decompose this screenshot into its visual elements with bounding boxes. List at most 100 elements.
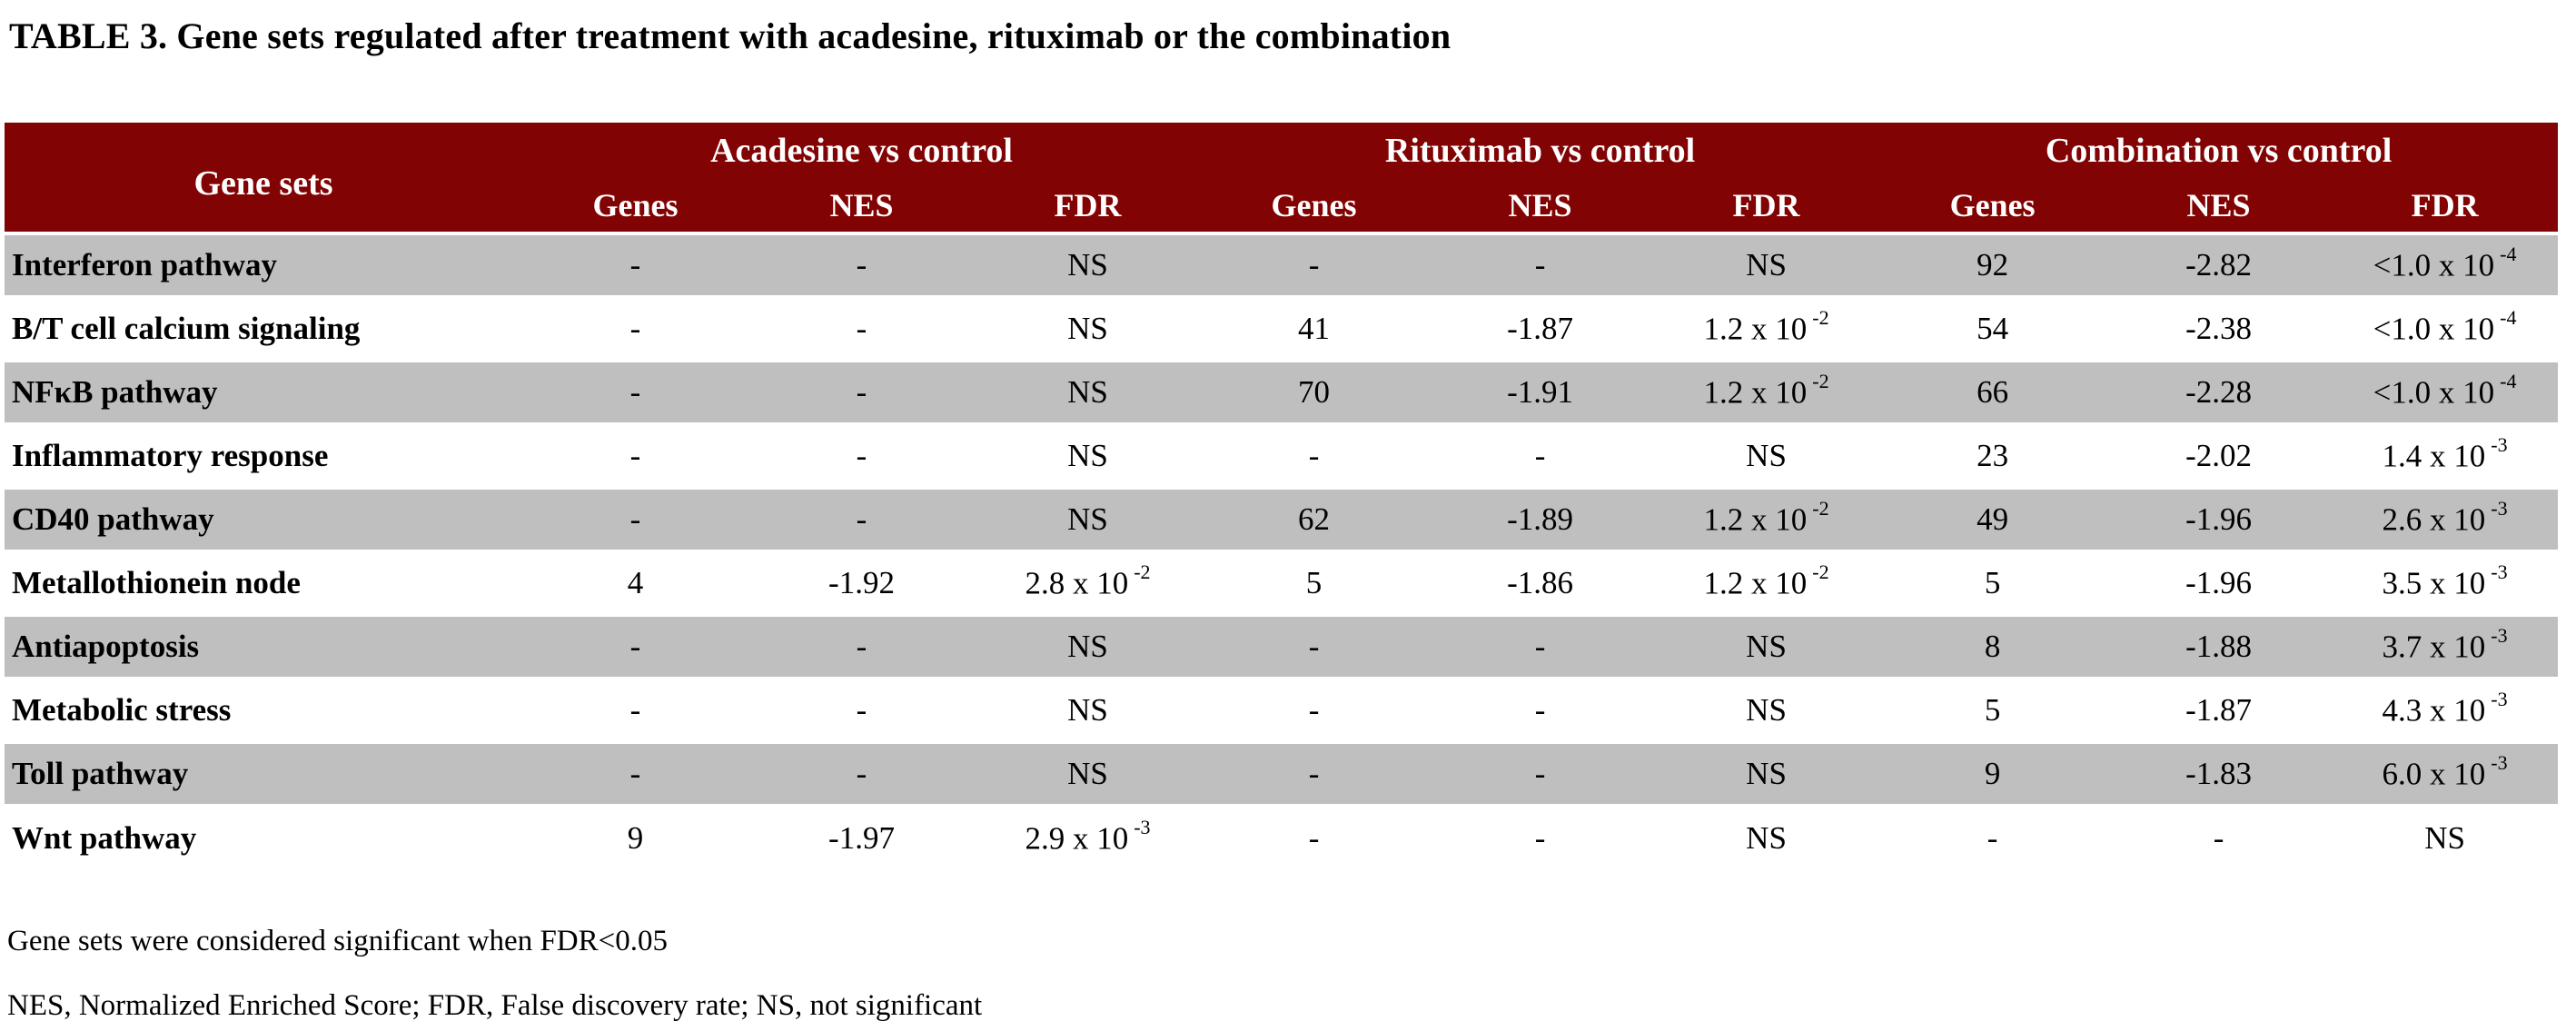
table-title: TABLE 3. Gene sets regulated after treat… [9,15,1451,56]
gene-set-name: Antiapoptosis [12,629,200,664]
fdr-exponent: -2 [1812,370,1829,393]
column-header-nes-group2: NES [1427,179,1654,233]
column-group-combination: Combination vs control [1879,123,2559,179]
combination-fdr-value: 3.5 x 10 -3 [2332,551,2558,615]
fdr-base: 3.7 x 10 [2382,629,2486,665]
rituximab-fdr-value: 1.2 x 10 -2 [1653,361,1879,424]
rituximab-fdr-value: NS [1746,247,1787,283]
rituximab-genes-value: - [1308,820,1320,856]
acadesine-nes-value: - [856,501,867,537]
table-row: B/T cell calcium signaling - - NS 41 -1.87 1.2… [5,297,2559,361]
acadesine-genes-value: 4 [627,565,644,600]
rituximab-genes-value: 41 [1298,311,1331,346]
acadesine-genes-value: - [629,756,641,791]
fdr-exponent: -4 [2500,370,2517,393]
fdr-base: 4.3 x 10 [2382,692,2486,729]
fdr-exponent: -3 [1134,816,1151,839]
table-row: Wnt pathway 9 -1.97 2.9 x 10 -3 - - NS - - NS [5,806,2559,869]
combination-genes-value: 66 [1977,374,2009,410]
fdr-exponent: -2 [1812,560,1829,584]
combination-fdr-value: 6.0 x 10 -3 [2332,742,2558,806]
rituximab-fdr-value: NS [1746,438,1787,473]
combination-fdr-value: <1.0 x 10 -4 [2332,361,2558,424]
combination-nes-value: - [2213,820,2224,856]
table-row: Antiapoptosis - - NS - - NS 8 -1.88 3.7 x 10 -3 [5,615,2559,679]
rituximab-nes-value: - [1534,756,1546,791]
acadesine-fdr-value: NS [1067,374,1108,410]
fdr-exponent: -2 [1812,497,1829,520]
combination-nes-value: -1.83 [2185,756,2253,791]
acadesine-nes-value: - [856,374,867,410]
table-row: Metallothionein node 4 -1.92 2.8 x 10 -2 5 -1.… [5,551,2559,615]
column-header-gene-sets: Gene sets [5,123,522,233]
acadesine-genes-value: - [629,247,641,283]
rituximab-nes-value: - [1534,247,1546,283]
gene-set-name: CD40 pathway [12,501,214,537]
acadesine-fdr-value: NS [1067,311,1108,346]
column-header-nes-group1: NES [748,179,975,233]
acadesine-genes-value: - [629,438,641,473]
rituximab-genes-value: - [1308,692,1320,728]
combination-genes-value: 5 [1984,565,2001,600]
fdr-base: <1.0 x 10 [2373,247,2495,283]
fdr-base: 1.2 x 10 [1703,374,1808,411]
table-row: Metabolic stress - - NS - - NS 5 -1.87 4.3 x 10 -3 [5,679,2559,742]
acadesine-genes-value: 9 [627,820,644,856]
combination-fdr-value: 1.4 x 10 -3 [2332,424,2558,488]
table-body: Interferon pathway - - NS - - NS 92 -2.82 <1.0 x … [5,233,2559,869]
combination-nes-value: -1.88 [2185,629,2253,664]
acadesine-nes-value: -1.92 [828,565,895,600]
acadesine-nes-value: - [856,438,867,473]
column-header-fdr-group1: FDR [975,179,1202,233]
combination-fdr-value: NS [2424,820,2465,856]
column-group-acadesine: Acadesine vs control [522,123,1202,179]
table-row: NFκB pathway - - NS 70 -1.91 1.2 x 10 -2 66 -2.28… [5,361,2559,424]
fdr-base: 6.0 x 10 [2382,756,2486,792]
acadesine-nes-value: - [856,692,867,728]
acadesine-genes-value: - [629,311,641,346]
gene-set-name: Inflammatory response [12,438,329,473]
column-header-fdr-group2: FDR [1653,179,1880,233]
rituximab-nes-value: -1.87 [1507,311,1573,346]
rituximab-nes-value: - [1534,820,1546,856]
column-header-genes-group3: Genes [1879,179,2106,233]
table-header: Gene sets Acadesine vs control Rituximab… [5,123,2559,233]
acadesine-fdr-value: NS [1067,501,1108,537]
combination-nes-value: -2.28 [2185,374,2253,410]
column-group-rituximab: Rituximab vs control [1201,123,1880,179]
combination-nes-value: -1.96 [2185,501,2253,537]
combination-nes-value: -2.02 [2185,438,2253,473]
fdr-base: 2.9 x 10 [1025,820,1129,857]
combination-fdr-value: 2.6 x 10 -3 [2332,488,2558,551]
combination-nes-value: -2.82 [2185,247,2253,283]
acadesine-nes-value: - [856,311,867,346]
rituximab-genes-value: - [1308,756,1320,791]
column-header-nes-group3: NES [2105,179,2333,233]
fdr-base: 1.4 x 10 [2382,438,2486,474]
fdr-base: 2.8 x 10 [1025,565,1129,601]
fdr-base: 3.5 x 10 [2382,565,2486,601]
fdr-exponent: -3 [2491,751,2508,775]
rituximab-fdr-value: 1.2 x 10 -2 [1653,551,1879,615]
combination-nes-value: -1.96 [2185,565,2253,600]
combination-genes-value: - [1986,820,1998,856]
combination-genes-value: 9 [1984,756,2001,791]
combination-genes-value: 49 [1977,501,2009,537]
fdr-exponent: -3 [2491,497,2508,520]
fdr-exponent: -4 [2500,306,2517,330]
fdr-exponent: -2 [1134,560,1151,584]
fdr-exponent: -3 [2491,560,2508,584]
combination-fdr-value: 4.3 x 10 -3 [2332,679,2558,742]
fdr-base: 1.2 x 10 [1703,565,1808,601]
combination-fdr-value: <1.0 x 10 -4 [2332,297,2558,361]
combination-nes-value: -2.38 [2185,311,2253,346]
combination-genes-value: 8 [1984,629,2001,664]
rituximab-nes-value: - [1534,438,1546,473]
group-header-row: Gene sets Acadesine vs control Rituximab… [5,123,2559,233]
footnotes: Gene sets were considered significant wh… [7,925,982,1031]
table-row: CD40 pathway - - NS 62 -1.89 1.2 x 10 -2 49 -1.96… [5,488,2559,551]
fdr-base: 1.2 x 10 [1703,311,1808,347]
acadesine-nes-value: - [856,247,867,283]
footnote-abbreviations: NES, Normalized Enriched Score; FDR, Fal… [7,989,983,1022]
rituximab-fdr-value: 1.2 x 10 -2 [1653,297,1879,361]
